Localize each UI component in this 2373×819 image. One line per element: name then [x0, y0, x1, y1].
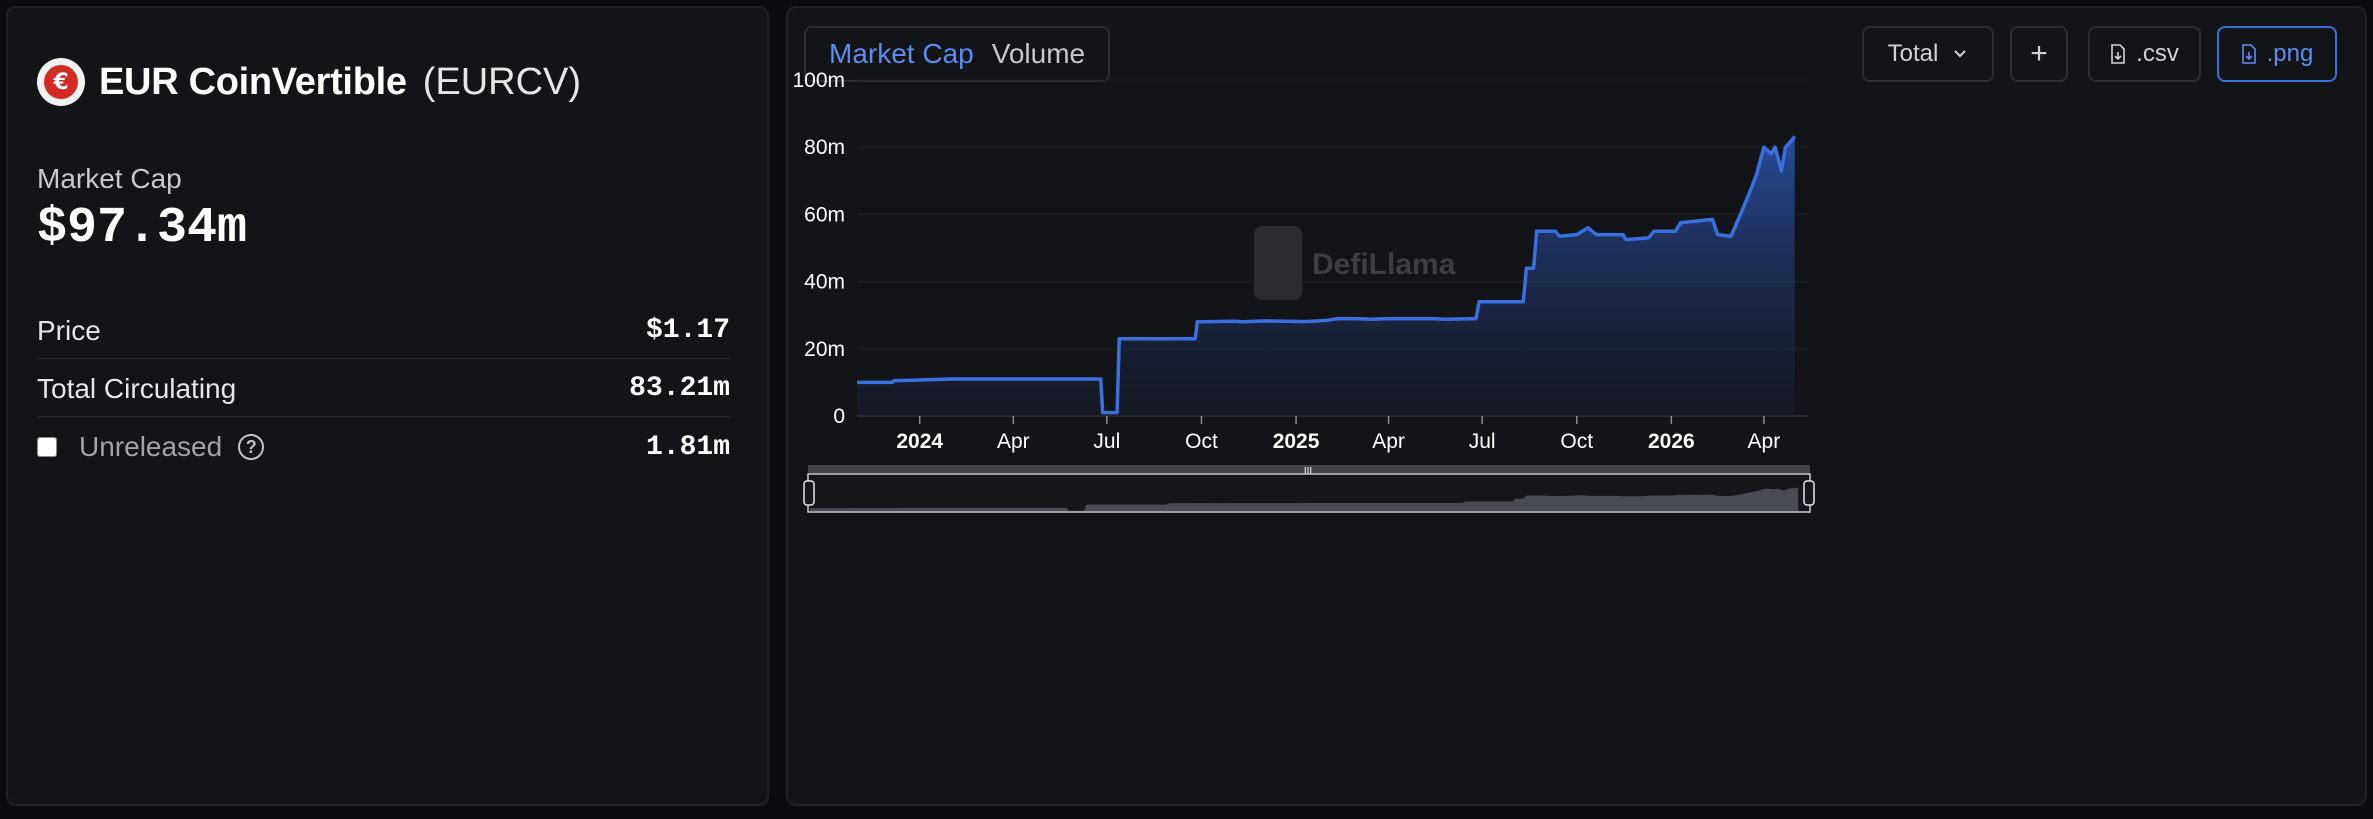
coin-name: EUR CoinVertible	[99, 60, 407, 103]
coin-symbol: (EURCV)	[422, 60, 582, 103]
download-csv-button[interactable]: .csv	[2088, 26, 2201, 82]
chart-tabs: Market Cap Volume	[804, 26, 1111, 82]
x-tick-label: Apr	[1372, 430, 1405, 453]
stat-row-unreleased: Unreleased ? 1.81m	[37, 419, 730, 475]
x-tick-label: 2026	[1648, 430, 1695, 453]
y-tick-label: 20m	[804, 338, 845, 361]
market-cap-value: $97.34m	[37, 200, 248, 257]
x-tick-label: Oct	[1185, 430, 1218, 453]
market-cap-area	[857, 136, 1795, 416]
range-brush[interactable]: III	[803, 465, 1815, 513]
stat-row-total-circulating: Total Circulating 83.21m	[37, 361, 730, 417]
brush-handle-left[interactable]	[803, 480, 815, 506]
y-axis: 0 20m 40m 60m 80m 100m	[792, 69, 845, 428]
unreleased-toggle: Unreleased ?	[37, 431, 265, 463]
total-dropdown[interactable]: Total	[1862, 26, 1994, 82]
euro-icon: €	[44, 65, 78, 99]
y-tick-label: 40m	[804, 271, 845, 294]
png-label: .png	[2266, 40, 2314, 67]
csv-label: .csv	[2136, 40, 2179, 67]
brush-grip-icon[interactable]: III	[1304, 466, 1312, 477]
market-cap-label: Market Cap	[37, 163, 182, 194]
y-tick-label: 80m	[804, 136, 845, 159]
stat-label: Unreleased	[79, 431, 223, 462]
stat-value: 1.81m	[645, 431, 730, 463]
x-tick-label: Apr	[997, 430, 1030, 453]
brush-handle-right[interactable]	[1803, 480, 1815, 506]
y-tick-label: 60m	[804, 203, 845, 226]
x-tick-label: Apr	[1748, 430, 1781, 453]
stat-value: 83.21m	[629, 373, 730, 404]
y-tick-label: 100m	[792, 69, 845, 92]
stat-value: $1.17	[645, 315, 730, 346]
x-tick-label: Jul	[1093, 430, 1120, 453]
llama-logo-icon	[1254, 226, 1302, 300]
stat-label: Price	[37, 314, 101, 346]
stat-label: Total Circulating	[37, 372, 237, 404]
watermark-text: DefiLlama	[1312, 248, 1456, 281]
coin-header: € EUR CoinVertible (EURCV)	[37, 58, 581, 106]
x-tick-label: Jul	[1469, 430, 1496, 453]
add-button[interactable]: +	[2010, 26, 2068, 82]
help-icon[interactable]: ?	[238, 434, 265, 460]
tab-market-cap[interactable]: Market Cap	[829, 38, 974, 69]
stat-row-price: Price $1.17	[37, 303, 730, 359]
x-tick-label: Oct	[1560, 430, 1593, 453]
plus-icon: +	[2030, 37, 2048, 70]
tab-volume[interactable]: Volume	[991, 38, 1086, 69]
file-download-icon	[2111, 44, 2125, 64]
chevron-down-icon	[1954, 50, 1967, 58]
y-tick-label: 0	[833, 405, 845, 428]
download-png-button[interactable]: .png	[2217, 26, 2337, 82]
total-dropdown-label: Total	[1887, 40, 1939, 67]
file-download-icon	[2241, 44, 2256, 64]
market-cap-chart[interactable]: 0 20m 40m 60m 80m 100m DefiLlama 2024 Apr Jul Oc…	[788, 8, 2365, 804]
brush-preview-area	[810, 487, 1799, 511]
x-axis: 2024 Apr Jul Oct 2025 Apr Jul Oct 2026 Apr	[896, 416, 1780, 453]
watermark: DefiLlama	[1254, 226, 1456, 300]
coin-logo: €	[37, 58, 85, 106]
brush-top-bar[interactable]	[808, 465, 1810, 473]
unreleased-checkbox[interactable]	[37, 437, 57, 457]
token-info-panel: € EUR CoinVertible (EURCV) Market Cap $9…	[6, 6, 769, 806]
market-cap-line	[857, 135, 1797, 415]
chart-panel: Market Cap Volume Total + .csv .png	[786, 6, 2367, 806]
x-tick-label: 2024	[896, 430, 943, 453]
x-tick-label: 2025	[1273, 430, 1320, 453]
